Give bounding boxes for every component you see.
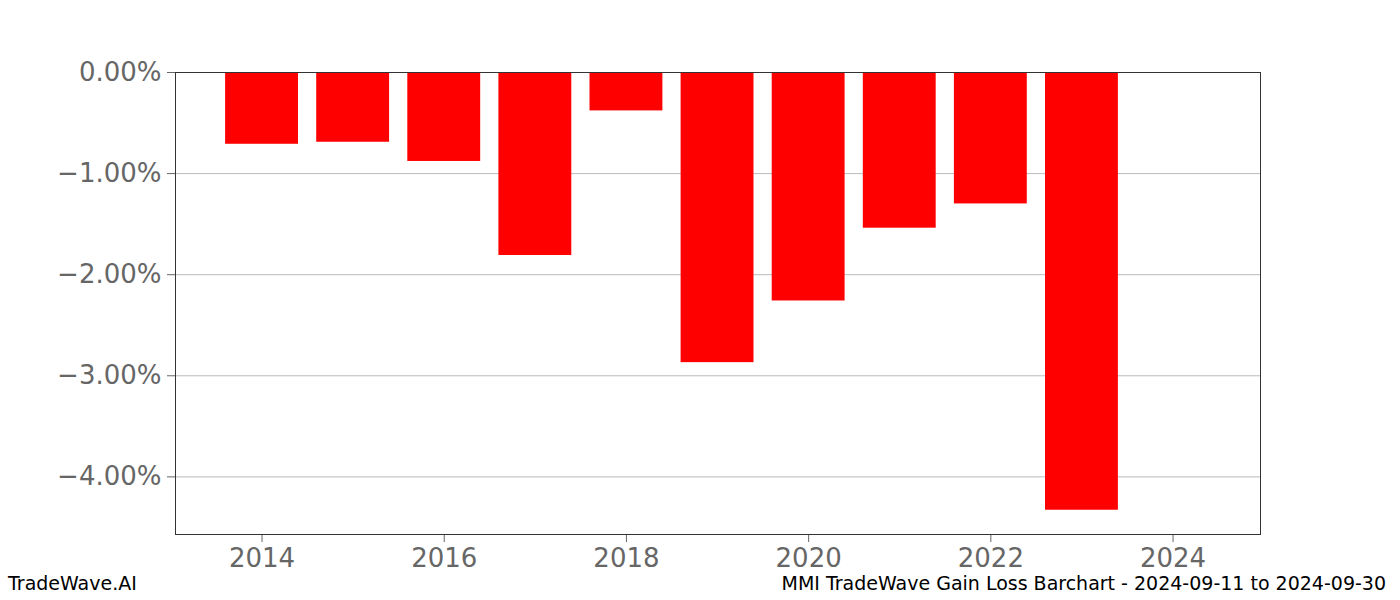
html-text:MMI TradeWave Gain Loss Barcha: MMI TradeWave Gain Loss Barchart - 2024-… — [781, 572, 1386, 594]
svg-text:−4.00%: −4.00% — [57, 461, 161, 491]
svg-text:−1.00%: −1.00% — [57, 158, 161, 188]
svg-text:2018: 2018 — [593, 543, 659, 570]
svg-text:−2.00%: −2.00% — [57, 259, 161, 289]
svg-text:2020: 2020 — [776, 543, 842, 570]
svg-text:2016: 2016 — [411, 543, 477, 570]
svg-text:0.00%: 0.00% — [79, 57, 162, 87]
svg-text:2014: 2014 — [229, 543, 295, 570]
svg-text:2024: 2024 — [1140, 543, 1206, 570]
html-text:TradeWave.AI: TradeWave.AI — [8, 572, 137, 594]
svg-text:2022: 2022 — [958, 543, 1024, 570]
svg-text:−3.00%: −3.00% — [57, 360, 161, 390]
